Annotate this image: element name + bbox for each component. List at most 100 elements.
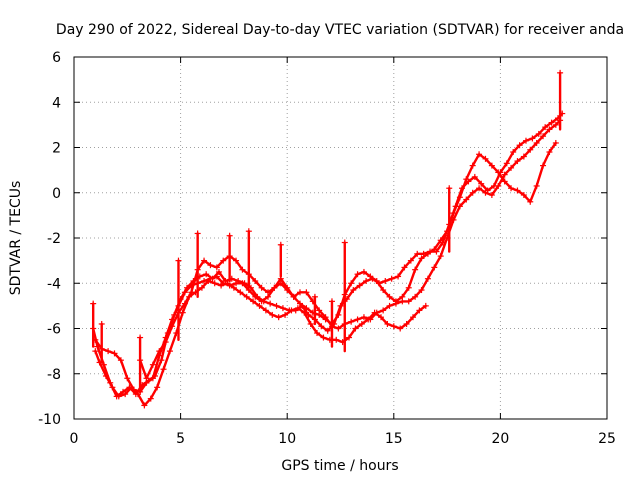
spike (277, 241, 284, 278)
data-point (488, 162, 495, 169)
data-point (350, 287, 357, 294)
spike-tip-point (245, 228, 252, 235)
data-point (290, 293, 297, 300)
data-point (399, 293, 406, 300)
data-point (284, 284, 291, 291)
data-point (147, 395, 154, 402)
spike (137, 334, 144, 394)
data-point (401, 264, 408, 271)
spike (557, 69, 564, 131)
data-point (149, 361, 156, 368)
x-axis-label: GPS time / hours (281, 458, 398, 474)
data-point (456, 203, 463, 210)
data-point (384, 320, 391, 327)
data-point (156, 348, 163, 355)
spike-tip-point (175, 257, 182, 264)
data-point (316, 311, 323, 318)
data-point (354, 316, 361, 323)
data-point (203, 271, 210, 278)
spike (175, 257, 182, 342)
spike-tip-point (277, 241, 284, 248)
y-tick-label: -2 (47, 231, 61, 247)
data-point (416, 307, 423, 314)
data-point (207, 262, 214, 269)
data-point (412, 266, 419, 273)
data-point (409, 314, 416, 321)
spike-tip-point (194, 230, 201, 237)
data-point (188, 289, 195, 296)
data-point (373, 277, 380, 284)
data-point (220, 257, 227, 264)
data-point (320, 334, 327, 341)
data-point (403, 320, 410, 327)
spike-group (90, 69, 564, 394)
data-point (324, 327, 331, 334)
data-point (115, 393, 122, 400)
data-point (215, 268, 222, 275)
data-point (392, 298, 399, 305)
data-point (322, 316, 329, 323)
data-point (348, 280, 355, 287)
data-point (371, 309, 378, 316)
data-point (149, 375, 156, 382)
y-tick-label: 0 (52, 186, 61, 202)
data-point (154, 384, 161, 391)
data-point (508, 185, 515, 192)
data-point (314, 330, 321, 337)
data-point (356, 282, 363, 289)
data-point (224, 280, 231, 287)
data-point (166, 348, 173, 355)
data-point (478, 180, 485, 187)
data-point (218, 282, 225, 289)
data-point (239, 280, 246, 287)
data-point (275, 314, 282, 321)
data-point (405, 284, 412, 291)
data-point (422, 302, 429, 309)
data-point (552, 121, 559, 128)
data-point (552, 139, 559, 146)
data-point (117, 357, 124, 364)
data-point (522, 137, 529, 144)
data-point (354, 271, 361, 278)
data-point (128, 384, 135, 391)
data-point (265, 289, 272, 296)
data-point (267, 300, 274, 307)
axis-ticks: 0 5 10 15 20 25 -10 -8 -6 -4 -2 0 2 4 6 (38, 50, 616, 447)
data-point (181, 289, 188, 296)
data-point (122, 391, 129, 398)
data-point (201, 257, 208, 264)
data-point (437, 237, 444, 244)
data-point (273, 302, 280, 309)
y-tick-label: 4 (52, 95, 61, 111)
data-point (367, 273, 374, 280)
data-point (233, 280, 240, 287)
data-point (333, 336, 340, 343)
y-axis-label: SDTVAR / TECUs (8, 181, 24, 296)
series-trace-4 (137, 139, 559, 382)
data-point (360, 314, 367, 321)
spike (98, 320, 105, 364)
data-point (303, 305, 310, 312)
data-point (169, 323, 176, 330)
data-point (533, 139, 540, 146)
data-point (124, 375, 131, 382)
data-point (378, 314, 385, 321)
spike (90, 300, 97, 348)
x-tick-label: 25 (598, 431, 616, 447)
data-point (360, 268, 367, 275)
data-point (239, 266, 246, 273)
data-point (514, 187, 521, 194)
data-point (548, 119, 555, 126)
data-point (348, 318, 355, 325)
spike (341, 239, 348, 353)
data-point (303, 289, 310, 296)
data-layer (90, 69, 566, 409)
data-point (514, 158, 521, 165)
data-point (431, 264, 438, 271)
data-point (181, 300, 188, 307)
data-point (386, 293, 393, 300)
data-point (252, 293, 259, 300)
data-point (395, 273, 402, 280)
data-point (318, 323, 325, 330)
spike-tip-point (311, 293, 318, 300)
